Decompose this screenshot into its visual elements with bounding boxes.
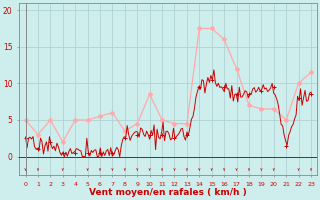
X-axis label: Vent moyen/en rafales ( km/h ): Vent moyen/en rafales ( km/h ) bbox=[89, 188, 247, 197]
